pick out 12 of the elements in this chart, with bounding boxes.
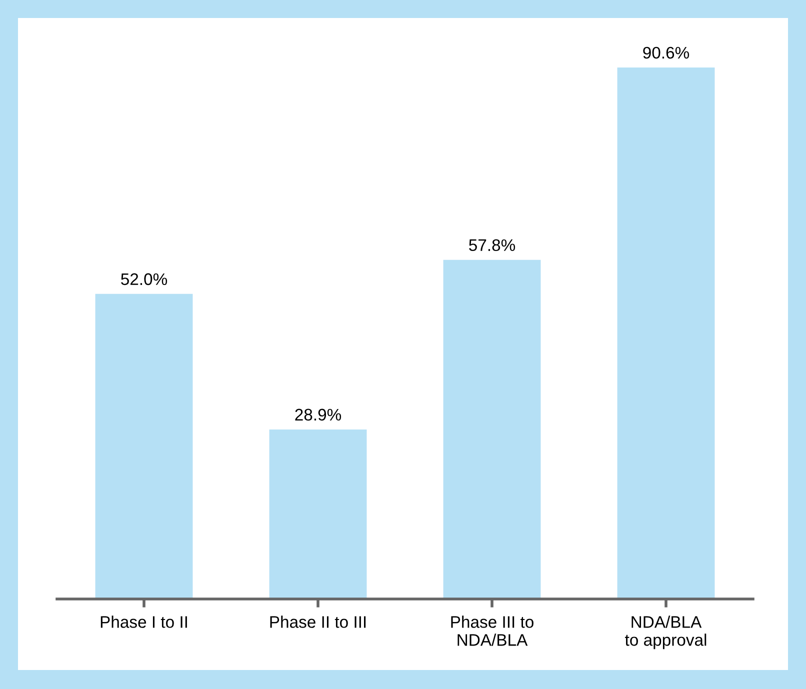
bar [443,260,541,599]
data-label: 28.9% [295,408,342,421]
x-tick-label: Phase II to III [270,616,366,628]
data-label: 90.6% [643,46,690,59]
x-tick-label: Phase I to II [100,616,187,628]
bar [95,294,193,599]
x-tick-label: Phase III to NDA/BLA [451,616,534,646]
x-tick-label: NDA/BLA to approval [625,616,706,650]
data-label: 57.8% [469,239,516,252]
data-label: 52.0% [121,273,168,286]
bar [269,429,367,599]
bar [617,67,715,599]
